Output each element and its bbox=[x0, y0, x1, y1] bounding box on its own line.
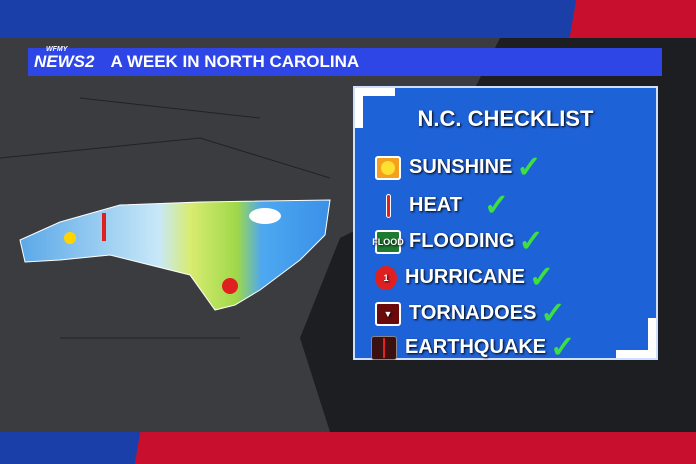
top-banner bbox=[0, 0, 696, 38]
station-logo: WFMY NEWS2 bbox=[34, 46, 95, 72]
logo-text: NEWS2 bbox=[34, 52, 95, 71]
checklist-item: EARTHQUAKE ✓ bbox=[371, 330, 575, 365]
checklist-item: FLOOD FLOODING ✓ bbox=[372, 224, 544, 259]
tornado-icon: ▼ bbox=[375, 301, 401, 326]
thermometer-icon bbox=[375, 193, 401, 218]
checklist-item: 1 HURRICANE ✓ bbox=[375, 260, 554, 295]
bottom-banner bbox=[0, 432, 696, 464]
item-label: HURRICANE bbox=[405, 266, 525, 288]
item-label: HEAT bbox=[409, 194, 462, 216]
checklist-item: HEAT ✓ bbox=[375, 188, 509, 223]
earthquake-icon bbox=[371, 335, 397, 360]
north-carolina-shape bbox=[19, 199, 331, 311]
check-icon: ✓ bbox=[540, 297, 566, 330]
check-icon: ✓ bbox=[518, 225, 544, 258]
thermometer-icon bbox=[102, 213, 106, 241]
title-bar: WFMY NEWS2 A WEEK IN NORTH CAROLINA bbox=[28, 46, 662, 76]
check-icon: ✓ bbox=[483, 189, 510, 222]
hurricane-icon bbox=[222, 278, 238, 294]
logo-small: WFMY bbox=[46, 46, 68, 53]
checklist-item: ▼ TORNADOES ✓ bbox=[375, 296, 566, 331]
check-icon: ✓ bbox=[529, 261, 555, 294]
check-icon: ✓ bbox=[550, 331, 576, 364]
check-icon: ✓ bbox=[516, 151, 542, 184]
item-label: TORNADOES bbox=[409, 302, 537, 324]
flood-icon: FLOOD bbox=[372, 229, 404, 254]
hurricane-icon: 1 bbox=[375, 265, 397, 290]
checklist-item: SUNSHINE ✓ bbox=[375, 150, 542, 185]
checklist-panel: N.C. CHECKLIST SUNSHINE ✓ HEAT ✓ FLOOD FLOO… bbox=[353, 86, 658, 364]
item-label: EARTHQUAKE bbox=[405, 336, 547, 358]
headline: A WEEK IN NORTH CAROLINA bbox=[110, 52, 360, 71]
item-label: SUNSHINE bbox=[409, 156, 513, 178]
sun-icon bbox=[64, 232, 76, 244]
sun-icon bbox=[375, 155, 401, 180]
checklist-title: N.C. CHECKLIST bbox=[417, 106, 594, 131]
cloud-icon bbox=[249, 208, 281, 224]
item-label: FLOODING bbox=[409, 230, 515, 252]
